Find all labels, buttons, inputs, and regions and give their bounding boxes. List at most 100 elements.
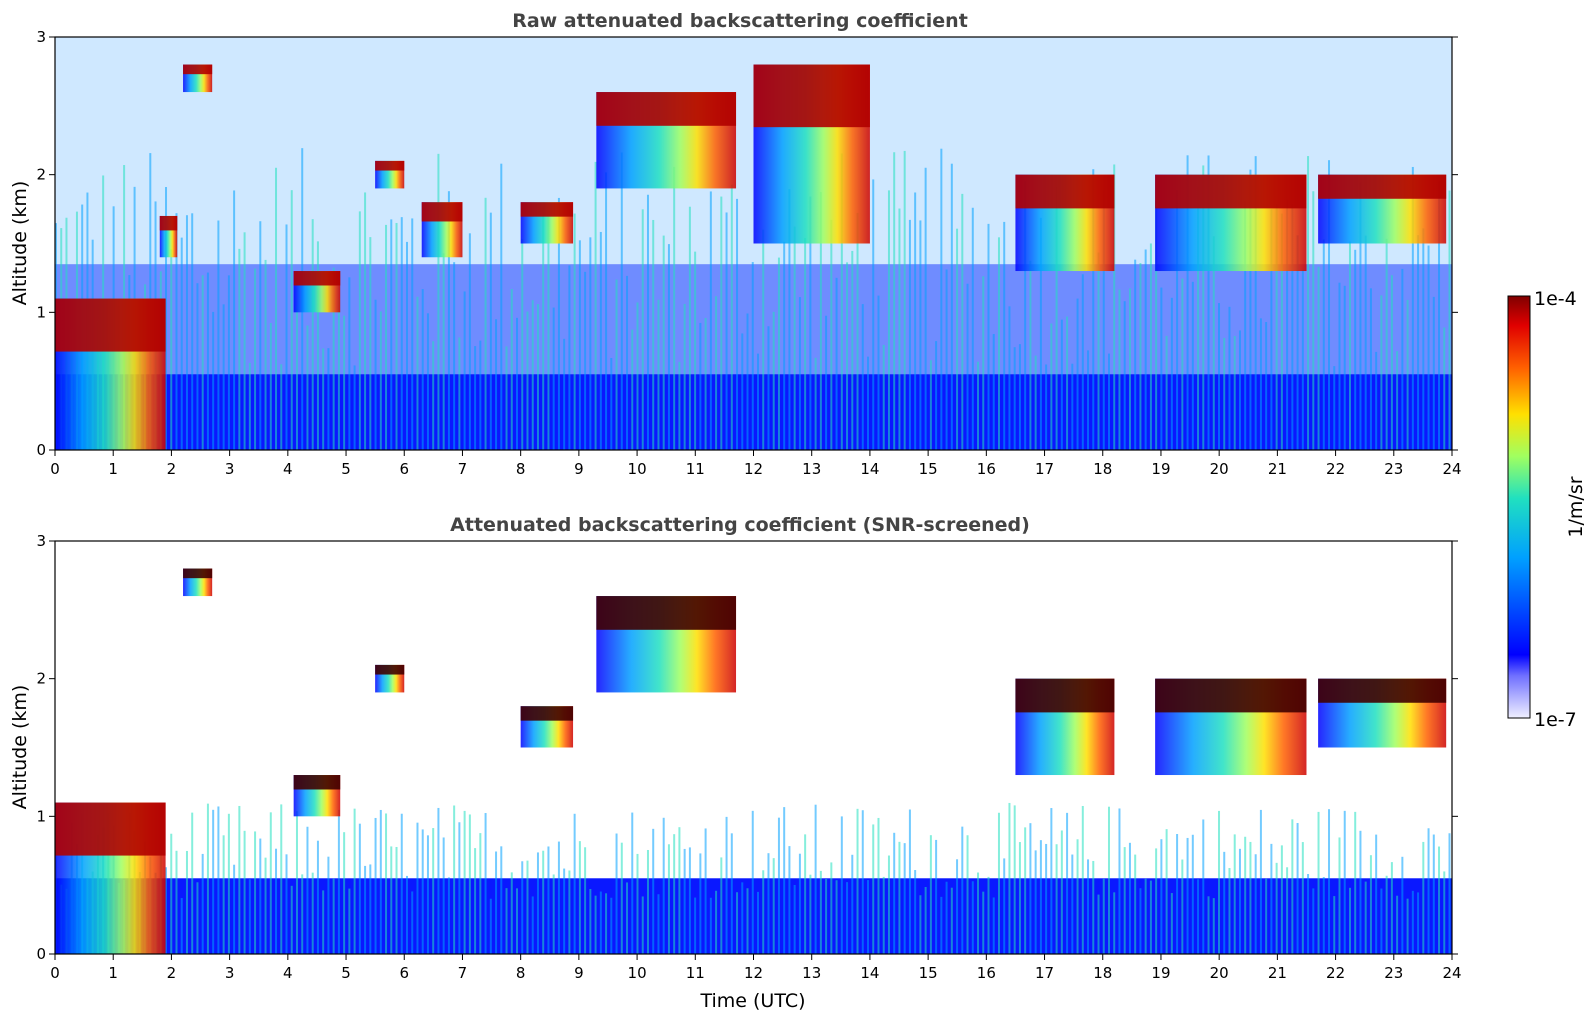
backscatter-streak (1008, 306, 1011, 450)
x-tick-label: 0 (50, 964, 60, 982)
backscatter-streak (1181, 278, 1184, 450)
backscatter-streak (568, 870, 571, 954)
backscatter-streak (1338, 837, 1341, 954)
backscatter-streak (966, 283, 969, 450)
backscatter-streak (468, 814, 471, 954)
x-tick-label: 4 (283, 964, 293, 982)
backscatter-streak (510, 872, 513, 954)
backscatter-streak (657, 894, 660, 954)
x-tick-label: 8 (516, 964, 526, 982)
backscatter-streak (364, 192, 367, 450)
backscatter-streak (715, 296, 718, 450)
backscatter-streak (1071, 854, 1074, 954)
backscatter-streak (956, 228, 959, 450)
backscatter-streak (1328, 809, 1331, 954)
backscatter-streak (908, 219, 911, 450)
backscatter-streak (730, 833, 733, 954)
backscatter-streak (1165, 335, 1168, 450)
backscatter-streak (887, 855, 890, 954)
backscatter-streak (447, 877, 450, 954)
backscatter-streak (254, 831, 257, 954)
backscatter-streak (316, 840, 319, 954)
backscatter-streak (416, 822, 419, 954)
backscatter-streak (788, 189, 791, 451)
backscatter-streak (1348, 887, 1351, 954)
backscatter-streak (825, 879, 828, 954)
backscatter-streak (1060, 319, 1063, 450)
backscatter-streak (306, 325, 309, 450)
backscatter-streak (877, 295, 880, 450)
backscatter-streak (646, 194, 649, 450)
backscatter-streak (500, 163, 503, 450)
backscatter-streak (1139, 888, 1142, 954)
backscatter-streak (694, 897, 697, 954)
x-tick-label: 3 (225, 964, 235, 982)
backscatter-streak (552, 307, 555, 450)
backscatter-streak (191, 213, 194, 450)
backscatter-streak (437, 807, 440, 954)
backscatter-streak (374, 817, 377, 954)
cloud-core (1318, 678, 1447, 703)
backscatter-streak (741, 333, 744, 450)
backscatter-streak (405, 241, 408, 450)
backscatter-streak (212, 809, 215, 954)
backscatter-streak (1066, 812, 1069, 954)
backscatter-streak (1118, 289, 1121, 450)
x-tick-label: 15 (919, 964, 938, 982)
x-tick-label: 4 (283, 460, 293, 478)
backscatter-streak (484, 813, 487, 954)
backscatter-streak (421, 289, 424, 450)
backscatter-streak (584, 271, 587, 450)
backscatter-streak (867, 356, 870, 450)
backscatter-streak (521, 239, 524, 450)
backscatter-streak (411, 891, 414, 954)
backscatter-streak (945, 881, 948, 954)
backscatter-streak (290, 885, 293, 954)
backscatter-streak (1401, 856, 1404, 954)
backscatter-streak (385, 813, 388, 954)
backscatter-streak (1144, 249, 1147, 450)
backscatter-streak (180, 898, 183, 954)
y-axis-ticks: 0 1 2 3 (36, 532, 1458, 963)
backscatter-streak (804, 834, 807, 954)
backscatter-streak (416, 296, 419, 450)
backscatter-streak (715, 890, 718, 954)
backscatter-streak (1176, 834, 1179, 954)
colorbar-gradient (1507, 295, 1531, 719)
x-tick-label: 23 (1384, 964, 1403, 982)
backscatter-streak (306, 826, 309, 954)
backscatter-streak (426, 313, 429, 450)
x-tick-label: 11 (686, 964, 705, 982)
backscatter-streak (851, 854, 854, 954)
backscatter-streak (311, 219, 314, 450)
backscatter-streak (631, 812, 634, 954)
backscatter-streak (1170, 297, 1173, 450)
colorbar-min-label: 1e-7 (1534, 709, 1577, 731)
backscatter-streak (1045, 364, 1048, 450)
backscatter-streak (594, 161, 597, 450)
backscatter-streak (1380, 295, 1383, 450)
backscatter-streak (563, 338, 566, 450)
backscatter-streak (1385, 875, 1388, 954)
backscatter-streak (1102, 190, 1105, 450)
backscatter-streak (992, 897, 995, 954)
backscatter-streak (1432, 834, 1435, 954)
backscatter-streak (667, 244, 670, 450)
backscatter-streak (379, 311, 382, 450)
backscatter-streak (756, 353, 759, 450)
backscatter-streak (772, 858, 775, 954)
backscatter-streak (1422, 228, 1425, 450)
backscatter-streak (295, 811, 298, 954)
x-tick-label: 10 (628, 964, 647, 982)
backscatter-streak (568, 265, 571, 450)
x-tick-label: 6 (399, 964, 409, 982)
backscatter-streak (463, 810, 466, 954)
x-tick-label: 18 (1093, 460, 1112, 478)
backscatter-streak (269, 323, 272, 450)
x-tick-label: 18 (1093, 964, 1112, 982)
backscatter-streak (489, 212, 492, 450)
x-tick-label: 11 (686, 460, 705, 478)
raw-backscatter-panel: Raw attenuated backscattering coefficien… (9, 10, 1462, 478)
backscatter-streak (1218, 303, 1221, 450)
backscatter-streak (432, 341, 435, 450)
